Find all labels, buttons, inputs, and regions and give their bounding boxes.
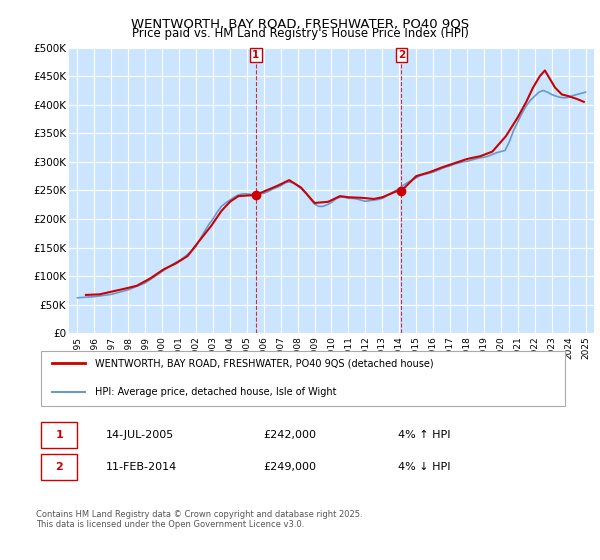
Text: 2: 2 [398, 50, 405, 60]
Text: 4% ↓ HPI: 4% ↓ HPI [398, 463, 450, 472]
FancyBboxPatch shape [41, 351, 565, 407]
Text: WENTWORTH, BAY ROAD, FRESHWATER, PO40 9QS (detached house): WENTWORTH, BAY ROAD, FRESHWATER, PO40 9Q… [95, 358, 434, 368]
Text: £242,000: £242,000 [263, 430, 316, 440]
Text: 1: 1 [55, 430, 63, 440]
Text: Price paid vs. HM Land Registry's House Price Index (HPI): Price paid vs. HM Land Registry's House … [131, 27, 469, 40]
Text: 11-FEB-2014: 11-FEB-2014 [106, 463, 178, 472]
FancyBboxPatch shape [41, 454, 77, 480]
Text: 14-JUL-2005: 14-JUL-2005 [106, 430, 175, 440]
Text: WENTWORTH, BAY ROAD, FRESHWATER, PO40 9QS: WENTWORTH, BAY ROAD, FRESHWATER, PO40 9Q… [131, 18, 469, 31]
FancyBboxPatch shape [41, 422, 77, 449]
Text: 1: 1 [252, 50, 259, 60]
Text: 2: 2 [55, 463, 63, 472]
Text: HPI: Average price, detached house, Isle of Wight: HPI: Average price, detached house, Isle… [95, 387, 337, 397]
Text: £249,000: £249,000 [263, 463, 316, 472]
Text: Contains HM Land Registry data © Crown copyright and database right 2025.
This d: Contains HM Land Registry data © Crown c… [36, 510, 362, 529]
Text: 4% ↑ HPI: 4% ↑ HPI [398, 430, 450, 440]
